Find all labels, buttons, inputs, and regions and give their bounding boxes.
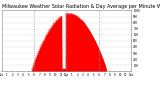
Text: Milwaukee Weather Solar Radiation & Day Average per Minute W/m² (Today): Milwaukee Weather Solar Radiation & Day … — [2, 4, 160, 9]
